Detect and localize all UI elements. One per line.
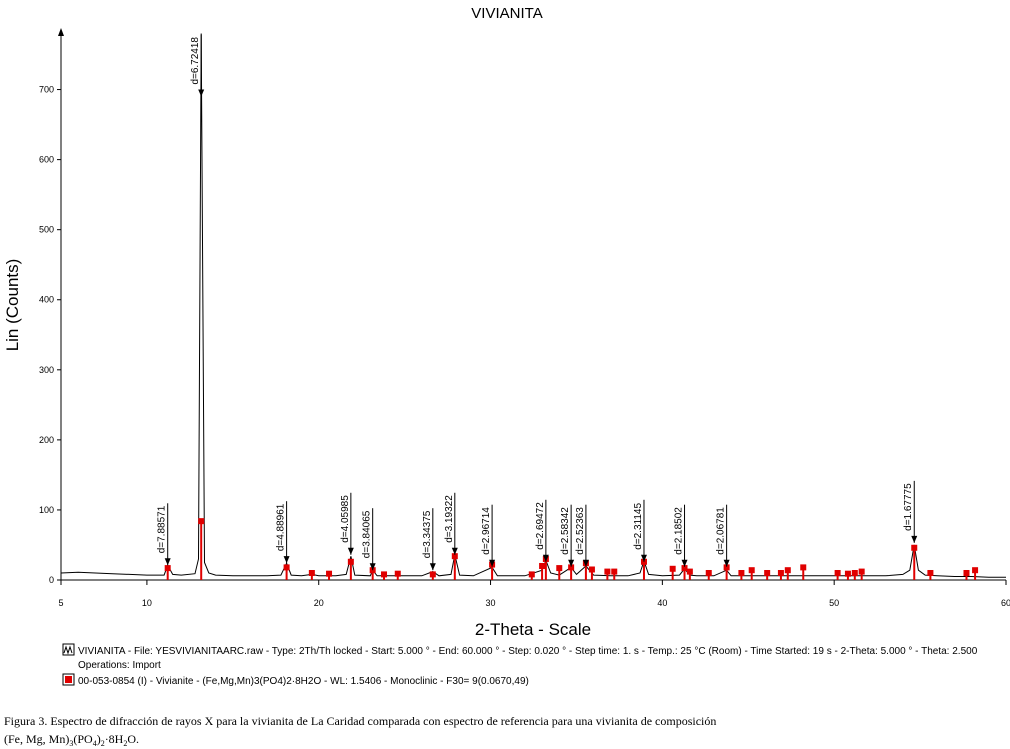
annotation-label: d=2.69472 (535, 502, 546, 550)
annotation-arrow (198, 89, 205, 97)
caption: (Fe, Mg, Mn)3(PO4)2·8H2O. (4, 732, 139, 748)
annotation-arrow (542, 554, 549, 562)
annotation-label: d=2.52363 (575, 507, 586, 555)
y-tick-label: 100 (39, 505, 54, 515)
reference-marker (568, 564, 575, 571)
y-tick-label: 700 (39, 85, 54, 95)
annotation-label: d=1.67775 (903, 483, 914, 531)
annotation-arrow (347, 547, 354, 555)
annotation-arrow (582, 559, 589, 567)
reference-marker (347, 558, 354, 565)
reference-marker (283, 564, 290, 571)
annotation-label: d=3.19322 (444, 495, 455, 543)
reference-marker (556, 565, 563, 572)
annotation-label: d=3.84065 (362, 510, 373, 558)
annotation-label: d=6.72418 (190, 37, 201, 85)
annotation-arrow (283, 556, 290, 564)
reference-marker (604, 568, 611, 575)
x-tick-label: 50 (829, 598, 839, 608)
annotation-label: d=2.96714 (481, 507, 492, 555)
annotation-label: d=4.05985 (340, 495, 351, 543)
legend-icon-line (63, 645, 73, 655)
reference-marker (800, 564, 807, 571)
x-axis-label: 2-Theta - Scale (475, 620, 591, 639)
x-tick-label: 40 (657, 598, 667, 608)
reference-marker (963, 569, 970, 576)
reference-marker (681, 565, 688, 572)
reference-marker (198, 518, 205, 525)
reference-marker (784, 567, 791, 574)
annotation-arrow (429, 563, 436, 571)
reference-marker (164, 565, 171, 572)
reference-marker (588, 566, 595, 573)
annotation-label: d=7.88571 (157, 505, 168, 553)
reference-marker (539, 562, 546, 569)
y-tick-label: 0 (49, 575, 54, 585)
x-tick-label: 30 (486, 598, 496, 608)
annotation-arrow (911, 535, 918, 543)
reference-marker (381, 571, 388, 578)
annotation-arrow (164, 558, 171, 566)
reference-marker (927, 569, 934, 576)
legend-text: 00-053-0854 (I) - Vivianite - (Fe,Mg,Mn)… (78, 676, 529, 687)
annotation-label: d=2.58342 (560, 507, 571, 555)
reference-marker (669, 565, 676, 572)
reference-marker (911, 544, 918, 551)
annotation-arrow (451, 547, 458, 555)
reference-marker (844, 570, 851, 577)
reference-marker (686, 568, 693, 575)
reference-marker (972, 567, 979, 574)
legend-icon (62, 643, 75, 656)
annotation-label: d=2.31145 (633, 503, 644, 550)
reference-marker (451, 553, 458, 560)
x-tick-label: 10 (142, 598, 152, 608)
axis-arrow (58, 28, 64, 36)
reference-marker (764, 569, 771, 576)
y-tick-label: 600 (39, 155, 54, 165)
x-tick-label: 60 (1001, 598, 1010, 608)
legend-text: Operations: Import (78, 660, 161, 671)
y-tick-label: 200 (39, 435, 54, 445)
annotation-arrow (489, 559, 496, 567)
chart-title: VIVIANITA (471, 5, 542, 22)
reference-marker (858, 568, 865, 575)
x-tick-label: 20 (314, 598, 324, 608)
pattern-line (60, 33, 1006, 578)
y-axis-label: Lin (Counts) (3, 259, 22, 352)
annotation-label: d=2.06781 (716, 507, 727, 555)
legend-icon (62, 673, 75, 686)
reference-marker (429, 571, 436, 578)
reference-marker (611, 568, 618, 575)
reference-marker (723, 564, 730, 571)
reference-marker (308, 569, 315, 576)
reference-marker (834, 569, 841, 576)
legend-icon-square (65, 676, 72, 683)
reference-marker (777, 569, 784, 576)
x-tick-label: 5 (58, 598, 63, 608)
reference-marker (851, 569, 858, 576)
caption: Figura 3. Espectro de difracción de rayo… (4, 714, 716, 728)
annotation-arrow (681, 559, 688, 567)
reference-marker (738, 569, 745, 576)
annotation-arrow (369, 563, 376, 571)
reference-marker (748, 567, 755, 574)
annotation-arrow (723, 559, 730, 567)
legend-text: VIVIANITA - File: YESVIVIANITAARC.raw - … (78, 646, 978, 657)
annotation-label: d=4.88961 (276, 503, 287, 551)
reference-marker (705, 569, 712, 576)
annotation-label: d=3.34375 (422, 510, 433, 558)
reference-marker (394, 570, 401, 577)
annotation-arrow (568, 559, 575, 567)
y-tick-label: 400 (39, 295, 54, 305)
annotation-arrow (640, 554, 647, 562)
annotation-label: d=2.18502 (674, 507, 685, 555)
y-tick-label: 500 (39, 225, 54, 235)
reference-marker (528, 571, 535, 578)
y-tick-label: 300 (39, 365, 54, 375)
reference-marker (326, 570, 333, 577)
